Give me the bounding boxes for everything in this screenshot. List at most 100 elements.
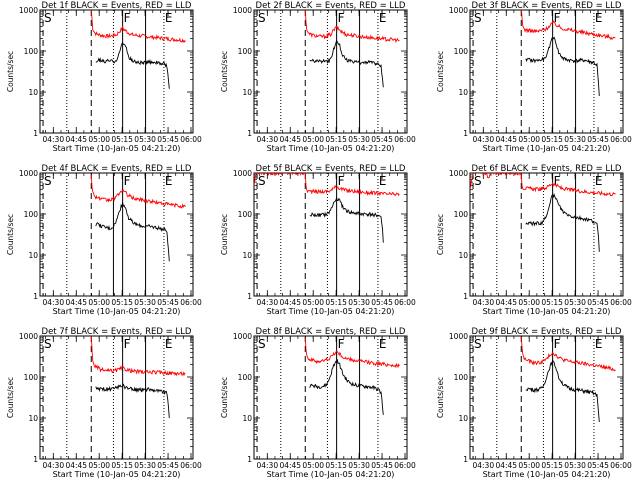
x-tick-label: 05:30 bbox=[348, 461, 370, 470]
marker-label: E bbox=[379, 11, 387, 25]
y-tick-label: 10 bbox=[28, 414, 38, 423]
marker-label: S bbox=[474, 174, 482, 188]
y-tick-label: 1000 bbox=[233, 169, 252, 178]
x-tick-label: 05:45 bbox=[371, 135, 393, 144]
marker-label: E bbox=[379, 337, 387, 351]
y-tick-label: 10 bbox=[242, 414, 252, 423]
y-tick-label: 1 bbox=[247, 129, 252, 138]
x-axis-label: Start Time (10-Jan-05 04:21:20) bbox=[53, 470, 181, 479]
series-line-lld bbox=[520, 336, 616, 372]
panel-title: Det 9f BLACK = Events, RED = LLD bbox=[472, 327, 622, 337]
panel-det-1: Det 1f BLACK = Events, RED = LLD 1 10 100 10… bbox=[6, 1, 202, 153]
x-axis: 04:30 04:45 05:00 05:15 05:30 05:45 06:00 bbox=[42, 173, 202, 307]
y-axis-label: Counts/sec bbox=[436, 214, 445, 255]
series-line-lld bbox=[90, 10, 186, 43]
x-tick-label: 05:15 bbox=[111, 461, 133, 470]
y-axis-label: Counts/sec bbox=[436, 51, 445, 92]
panel-title: Det 5f BLACK = Events, RED = LLD bbox=[256, 164, 406, 174]
panel-det-7: Det 7f BLACK = Events, RED = LLD 1 10 100 10… bbox=[6, 327, 202, 479]
y-axis: 1 10 100 1000 bbox=[233, 169, 407, 301]
y-axis-label: Counts/sec bbox=[6, 214, 15, 255]
panel-title: Det 6f BLACK = Events, RED = LLD bbox=[472, 164, 622, 174]
series-line-lld bbox=[304, 10, 400, 44]
x-tick-label: 05:45 bbox=[587, 298, 609, 307]
plot-frame bbox=[469, 9, 624, 134]
x-tick-label: 04:30 bbox=[256, 461, 278, 470]
y-tick-label: 10 bbox=[28, 88, 38, 97]
x-tick-label: 06:00 bbox=[394, 461, 416, 470]
y-axis: 1 10 100 1000 bbox=[19, 6, 193, 138]
plot-frame bbox=[253, 335, 408, 460]
x-tick-label: 04:45 bbox=[495, 298, 517, 307]
x-tick-label: 05:30 bbox=[134, 461, 156, 470]
y-tick-label: 1000 bbox=[449, 332, 468, 341]
y-tick-label: 1 bbox=[247, 292, 252, 301]
panel-det-9: Det 9f BLACK = Events, RED = LLD 1 10 100 10… bbox=[436, 327, 632, 479]
x-tick-label: 04:45 bbox=[495, 135, 517, 144]
y-tick-label: 10 bbox=[458, 88, 468, 97]
x-axis: 04:30 04:45 05:00 05:15 05:30 05:45 06:00 bbox=[42, 10, 202, 144]
x-tick-label: 04:30 bbox=[472, 298, 494, 307]
x-tick-label: 05:00 bbox=[302, 461, 324, 470]
panel-det-5: Det 5f BLACK = Events, RED = LLD 1 10 100 10… bbox=[220, 164, 416, 316]
y-tick-label: 1000 bbox=[19, 332, 38, 341]
panel-det-6: Det 6f BLACK = Events, RED = LLD 1 10 100 10… bbox=[436, 164, 632, 316]
plot-frame bbox=[39, 172, 194, 297]
x-tick-label: 06:00 bbox=[610, 135, 632, 144]
marker-label: E bbox=[165, 337, 173, 351]
x-tick-label: 06:00 bbox=[610, 298, 632, 307]
x-tick-label: 05:00 bbox=[518, 461, 540, 470]
panel-det-2: Det 2f BLACK = Events, RED = LLD 1 10 100 10… bbox=[220, 1, 416, 153]
marker-label: F bbox=[124, 174, 131, 188]
series-line-events bbox=[525, 36, 600, 97]
panel-title: Det 1f BLACK = Events, RED = LLD bbox=[42, 1, 192, 11]
marker-label: F bbox=[124, 11, 131, 25]
x-tick-label: 06:00 bbox=[180, 135, 202, 144]
x-axis-label: Start Time (10-Jan-05 04:21:20) bbox=[53, 307, 181, 316]
series-line-events bbox=[525, 359, 600, 423]
x-tick-label: 05:45 bbox=[587, 461, 609, 470]
series-line-events bbox=[95, 202, 170, 262]
y-axis-label: Counts/sec bbox=[6, 377, 15, 418]
y-tick-label: 1 bbox=[463, 292, 468, 301]
x-tick-label: 04:45 bbox=[65, 461, 87, 470]
y-tick-label: 1000 bbox=[449, 169, 468, 178]
x-tick-label: 06:00 bbox=[394, 135, 416, 144]
marker-label: F bbox=[338, 11, 345, 25]
x-tick-label: 06:00 bbox=[394, 298, 416, 307]
series-line-lld bbox=[90, 174, 186, 209]
x-tick-label: 05:30 bbox=[348, 298, 370, 307]
panel-det-8: Det 8f BLACK = Events, RED = LLD 1 10 100 10… bbox=[220, 327, 416, 479]
panel-title: Det 8f BLACK = Events, RED = LLD bbox=[256, 327, 406, 337]
x-axis: 04:30 04:45 05:00 05:15 05:30 05:45 06:00 bbox=[256, 173, 416, 307]
y-tick-label: 100 bbox=[454, 373, 469, 382]
y-axis-label: Counts/sec bbox=[6, 51, 15, 92]
series-line-lld bbox=[254, 173, 400, 197]
y-axis: 1 10 100 1000 bbox=[233, 332, 407, 464]
x-tick-label: 04:30 bbox=[42, 298, 64, 307]
x-axis-label: Start Time (10-Jan-05 04:21:20) bbox=[267, 144, 395, 153]
marker-label: F bbox=[338, 337, 345, 351]
y-tick-label: 100 bbox=[238, 373, 253, 382]
x-tick-label: 05:15 bbox=[325, 135, 347, 144]
series-line-events bbox=[525, 192, 600, 252]
x-tick-label: 04:30 bbox=[42, 461, 64, 470]
y-tick-label: 100 bbox=[238, 210, 253, 219]
x-tick-label: 05:30 bbox=[564, 461, 586, 470]
x-tick-label: 05:15 bbox=[325, 461, 347, 470]
x-tick-label: 05:30 bbox=[564, 135, 586, 144]
x-tick-label: 05:45 bbox=[587, 135, 609, 144]
x-tick-label: 05:15 bbox=[111, 298, 133, 307]
x-tick-label: 05:30 bbox=[134, 298, 156, 307]
x-axis: 04:30 04:45 05:00 05:15 05:30 05:45 06:00 bbox=[472, 336, 632, 470]
x-tick-label: 05:00 bbox=[518, 135, 540, 144]
y-tick-label: 100 bbox=[454, 47, 469, 56]
x-tick-label: 04:30 bbox=[472, 135, 494, 144]
panel-det-3: Det 3f BLACK = Events, RED = LLD 1 10 100 10… bbox=[436, 1, 632, 153]
y-tick-label: 1000 bbox=[19, 169, 38, 178]
x-axis-label: Start Time (10-Jan-05 04:21:20) bbox=[483, 144, 611, 153]
